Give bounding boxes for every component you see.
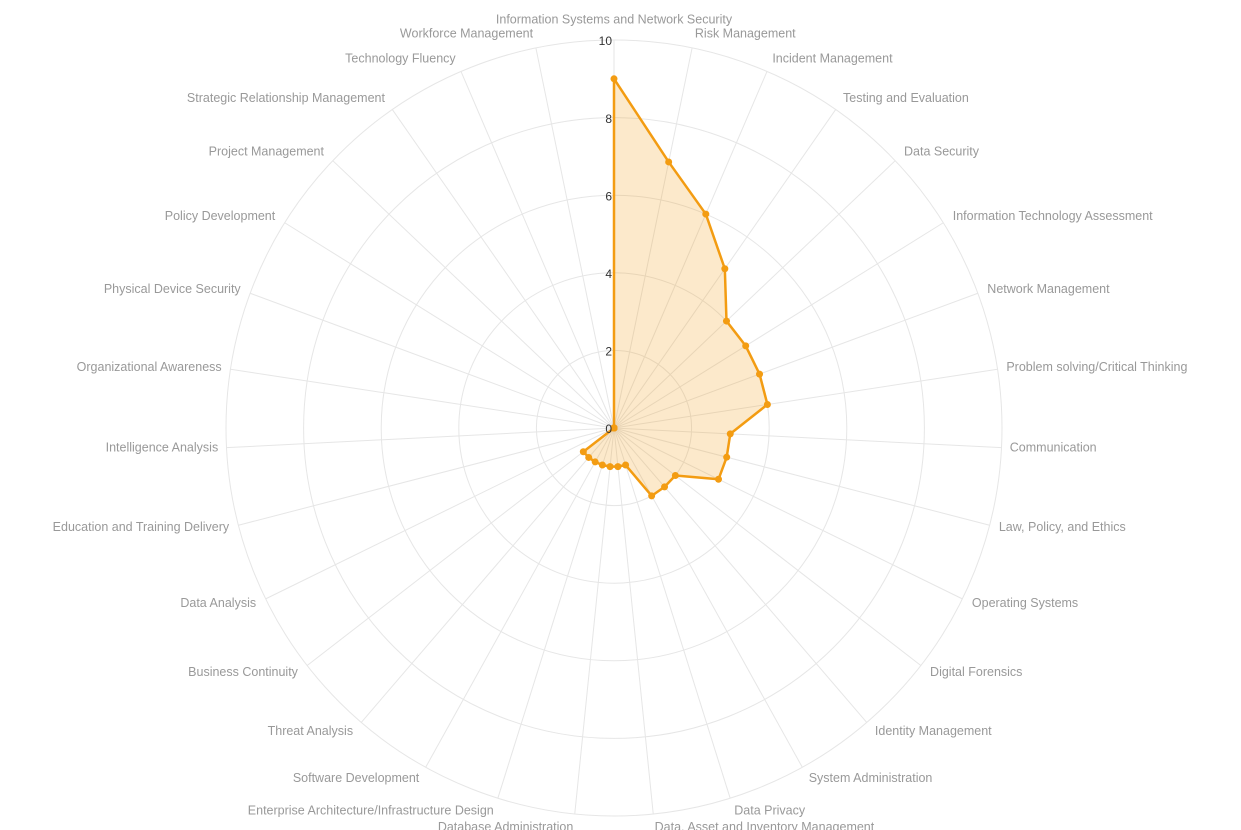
radar-point [610,75,618,83]
spoke [613,427,922,666]
r-tick-label: 0 [605,422,612,436]
category-label: Network Management [987,282,1110,296]
spoke [613,427,868,723]
category-label: Operating Systems [972,596,1078,610]
category-label: Database Administration [438,820,574,830]
category-label: System Administration [809,771,933,785]
spoke [249,292,615,429]
category-label: Law, Policy, and Ethics [999,520,1126,534]
category-label: Policy Development [165,209,276,223]
spoke [613,427,654,815]
radar-point [661,483,669,491]
category-label: Organizational Awareness [77,360,222,374]
category-label: Incident Management [772,51,893,65]
radar-point [722,317,730,325]
spoke [613,427,731,799]
category-label: Threat Analysis [268,724,353,738]
category-label: Testing and Evaluation [843,91,969,105]
spoke [230,368,615,429]
category-label: Software Development [293,771,420,785]
radar-point [756,370,764,378]
category-label: Technology Fluency [345,51,456,65]
r-tick-label: 6 [605,189,612,203]
radar-point [665,158,673,166]
spoke [613,47,693,429]
category-label: Project Management [209,145,325,159]
category-label: Data Privacy [734,804,806,818]
spoke [284,222,615,429]
category-label: Risk Management [695,27,796,41]
spoke [574,427,615,815]
category-label: Problem solving/Critical Thinking [1006,360,1187,374]
spoke [613,368,998,429]
category-label: Intelligence Analysis [106,440,219,454]
radar-point [671,471,679,479]
spoke [613,222,944,429]
spoke [613,71,768,429]
category-label: Digital Forensics [930,665,1022,679]
category-label: Workforce Management [400,27,534,41]
radar-point [591,458,599,466]
category-label: Data, Asset and Inventory Management [655,820,875,830]
spoke [265,427,615,600]
radar-point [585,453,593,461]
spoke [613,427,1002,449]
spoke [613,160,896,429]
radar-point [742,342,750,350]
r-tick-label: 8 [605,112,612,126]
category-label: Enterprise Architecture/Infrastructure D… [248,804,494,818]
category-label: Data Security [904,145,980,159]
category-label: Strategic Relationship Management [187,91,386,105]
spoke [613,292,979,429]
spoke [460,71,615,429]
radar-point [726,430,734,438]
radar-point [715,475,723,483]
radar-point [702,210,710,218]
category-label: Education and Training Delivery [53,520,230,534]
radar-point [598,461,606,469]
radar-point [579,448,587,456]
radar-point [721,265,729,273]
spoke [613,427,803,768]
radar-point [606,463,614,471]
category-label: Physical Device Security [104,282,242,296]
category-label: Identity Management [875,724,992,738]
r-tick-label: 4 [605,267,612,281]
r-tick-label: 10 [599,34,613,48]
radar-point [763,400,771,408]
radar-point [648,492,656,500]
spoke [306,427,615,666]
category-label: Data Analysis [180,596,256,610]
spoke [391,109,615,429]
radar-point [723,453,731,461]
radar-point [614,463,622,471]
spoke [360,427,615,723]
spoke [497,427,615,799]
spoke [425,427,615,768]
spoke [226,427,615,449]
spoke [613,427,963,600]
radar-point [610,424,618,432]
category-label: Information Systems and Network Security [496,12,733,26]
category-label: Communication [1010,440,1097,454]
category-label: Business Continuity [188,665,299,679]
spoke [613,427,990,526]
spoke [535,47,615,429]
spoke [238,427,615,526]
category-label: Information Technology Assessment [953,209,1153,223]
radar-point [622,461,630,469]
spoke [332,160,615,429]
r-tick-label: 2 [605,345,612,359]
